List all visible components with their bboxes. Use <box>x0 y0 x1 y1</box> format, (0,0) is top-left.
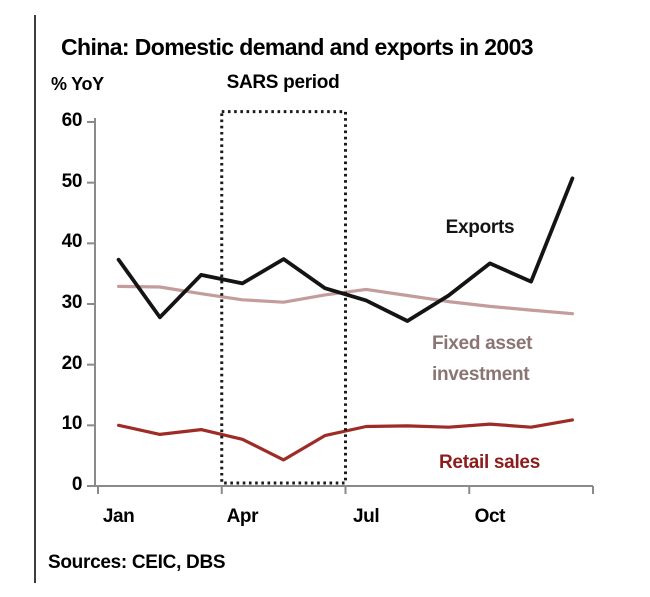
sars-period-label: SARS period <box>226 72 340 93</box>
y-tick-label: 20 <box>61 352 83 374</box>
y-axis-unit-label: % YoY <box>51 74 104 94</box>
series-label-retail-sales: Retail sales <box>439 452 540 473</box>
sars-period-box <box>220 110 347 485</box>
y-tick-label: 40 <box>61 231 83 253</box>
x-tick-label: Apr <box>226 506 259 527</box>
x-tick-label: Oct <box>474 506 506 527</box>
retail-sales-line <box>116 418 575 462</box>
x-tick-label: Jul <box>352 506 380 527</box>
y-tick-label: 60 <box>61 109 83 131</box>
y-tick-label: 30 <box>61 291 83 313</box>
y-tick-label: 0 <box>71 474 83 495</box>
x-tick-label: Jan <box>102 506 135 527</box>
y-tick-label: 50 <box>61 170 83 192</box>
chart-title: China: Domestic demand and exports in 20… <box>61 34 534 60</box>
y-tick-label: 10 <box>61 413 83 435</box>
series-label-fixed-asset-investment: Fixed asset investment <box>432 328 533 390</box>
left-border-rule <box>34 15 36 583</box>
series-label-exports: Exports <box>445 217 515 238</box>
source-note: Sources: CEIC, DBS <box>48 552 226 573</box>
series-label-fixed-asset-line2: investment <box>432 364 530 385</box>
series-label-fixed-asset-line1: Fixed asset <box>432 333 533 354</box>
